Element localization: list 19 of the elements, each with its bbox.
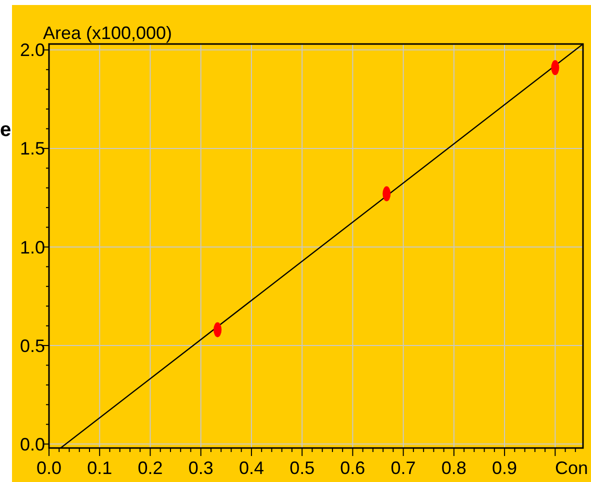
y-axis-title: Area <box>43 23 82 43</box>
x-tick-label: 0.1 <box>87 458 112 478</box>
x-tick-label: 0.7 <box>390 458 416 478</box>
x-tick-label: 0.2 <box>138 458 163 478</box>
x-axis-title: Con <box>554 458 588 478</box>
x-tick-label: 0.4 <box>238 458 264 478</box>
y-tick-label: 0.5 <box>20 336 45 356</box>
text: e <box>0 119 12 141</box>
x-tick-label: 0.8 <box>441 458 466 478</box>
y-tick-label: 1.5 <box>20 138 45 159</box>
y-tick-label: 0.0 <box>20 434 45 454</box>
y-tick-label: 1.0 <box>20 237 45 258</box>
x-tick-label: 0.5 <box>290 458 315 478</box>
x-tick-label: 0.6 <box>340 458 366 478</box>
x-tick-label: 0.3 <box>188 458 214 478</box>
x-tick-label: 0.9 <box>492 458 518 478</box>
x-tick-label: 0.0 <box>36 458 62 478</box>
y-tick-label: 2.0 <box>20 40 45 60</box>
text: (x100,000) <box>86 23 172 43</box>
